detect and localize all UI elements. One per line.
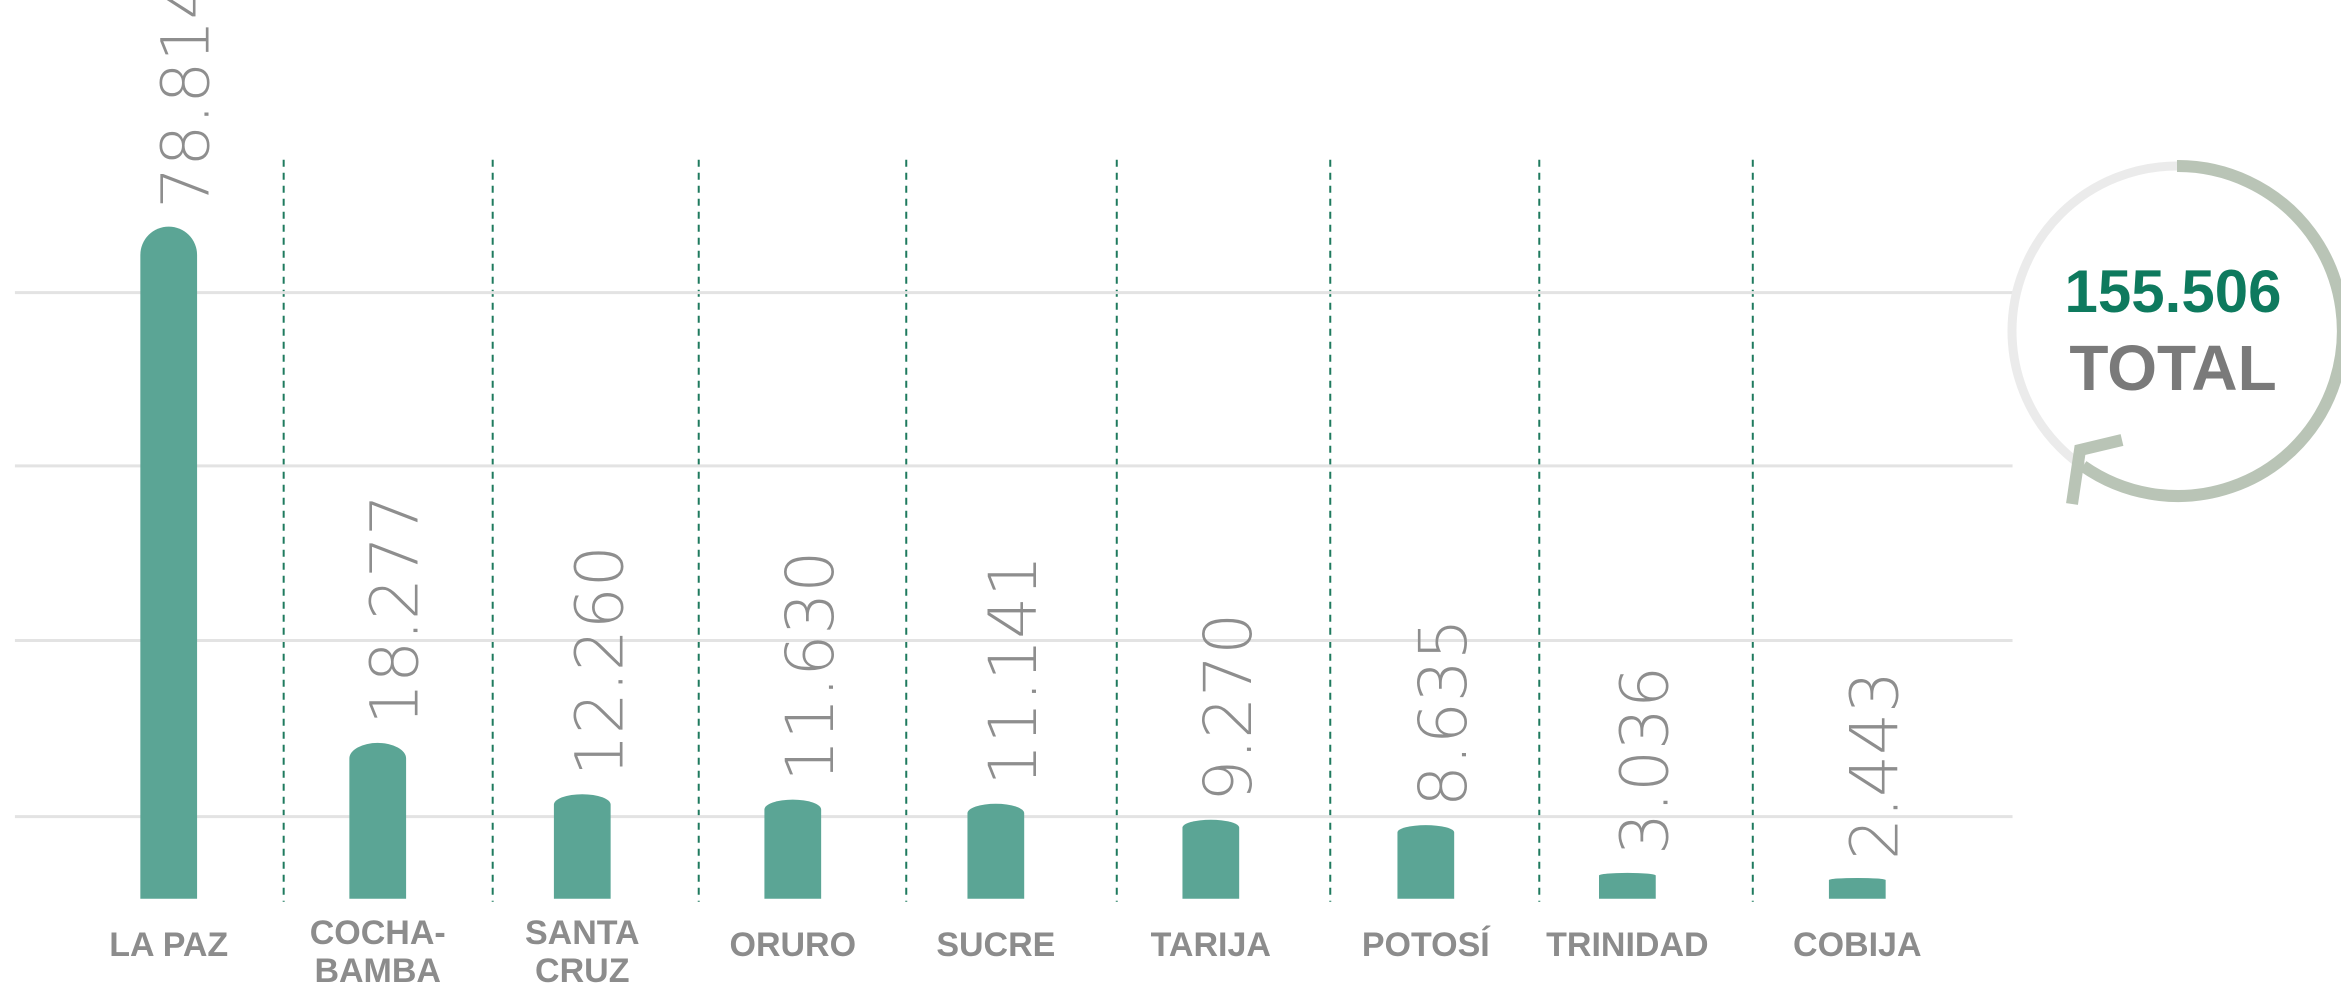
value-label: 18.277 bbox=[357, 494, 434, 725]
total-badge: 155.506 TOTAL bbox=[2007, 159, 2341, 505]
value-label: 9.270 bbox=[1190, 613, 1267, 802]
bar bbox=[553, 794, 611, 899]
bar bbox=[1182, 819, 1240, 899]
bar bbox=[967, 803, 1025, 899]
value-label: 12.260 bbox=[561, 545, 638, 776]
value-label: 3.036 bbox=[1606, 666, 1683, 855]
category-label: SANTA CRUZ bbox=[524, 913, 640, 990]
total-value: 155.506 bbox=[2065, 258, 2282, 325]
category-label: POTOSÍ bbox=[1361, 925, 1490, 964]
total-arc bbox=[2079, 159, 2341, 502]
value-label: 11.630 bbox=[772, 551, 849, 782]
category-label: TARIJA bbox=[1150, 925, 1271, 964]
bar bbox=[349, 742, 407, 899]
category-label: COCHA- BAMBA bbox=[309, 913, 446, 990]
value-label: 8.635 bbox=[1405, 618, 1482, 807]
category-label: COBIJA bbox=[1793, 925, 1922, 964]
total-arrow bbox=[2066, 434, 2124, 505]
bar bbox=[1828, 877, 1886, 899]
bar bbox=[1397, 825, 1455, 899]
bar bbox=[140, 226, 198, 899]
bars: 78.814 18.277 12.260 11.630 11.141 9.270 8.635… bbox=[140, 0, 1913, 899]
value-label: 78.814 bbox=[148, 0, 225, 209]
bar bbox=[1599, 872, 1656, 899]
total-caption: TOTAL bbox=[2069, 332, 2276, 404]
value-label: 2.443 bbox=[1836, 671, 1913, 860]
bar bbox=[764, 799, 822, 899]
category-label: SUCRE bbox=[936, 925, 1056, 964]
category-label: ORURO bbox=[729, 925, 857, 964]
value-label: 11.141 bbox=[975, 555, 1052, 786]
category-label: LA PAZ bbox=[109, 925, 229, 964]
category-label: TRINIDAD bbox=[1546, 925, 1709, 964]
